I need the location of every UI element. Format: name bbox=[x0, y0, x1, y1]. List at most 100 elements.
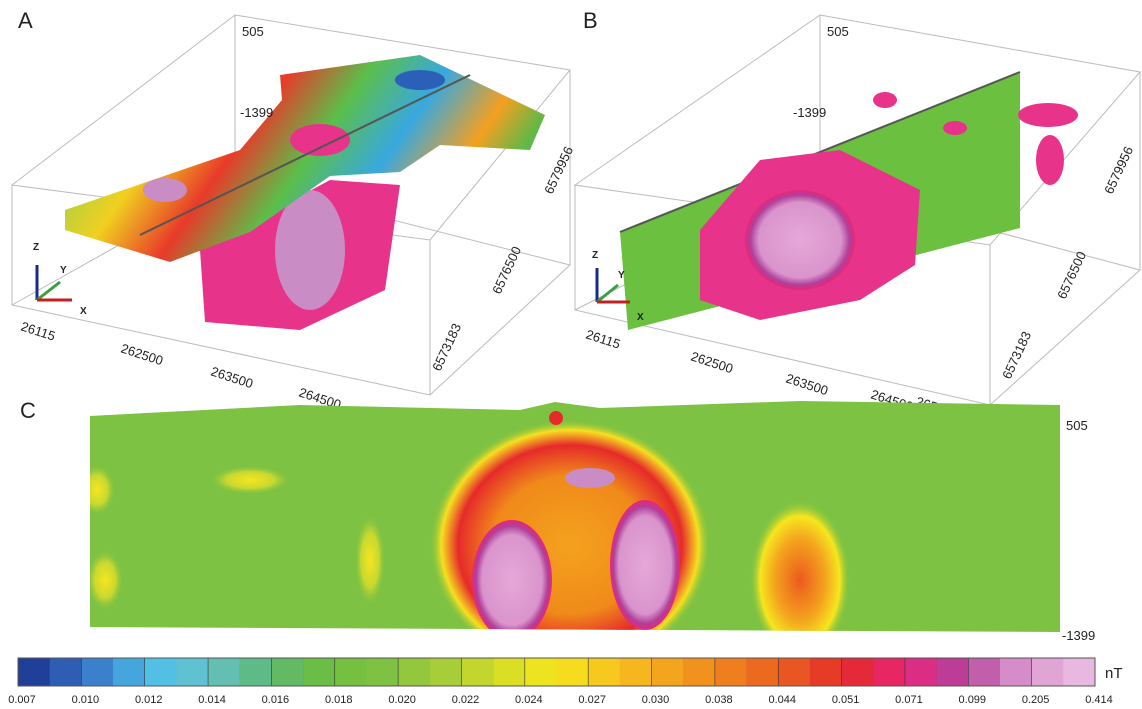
anomaly bbox=[355, 515, 385, 605]
y-tick-label: 6573183 bbox=[999, 329, 1034, 381]
colorbar-swatch bbox=[842, 658, 874, 686]
colorbar-swatch bbox=[588, 658, 620, 686]
colorbar-swatch bbox=[176, 658, 208, 686]
colorbar-swatch bbox=[493, 658, 525, 686]
blob bbox=[943, 121, 967, 135]
colorbar-swatch bbox=[525, 658, 557, 686]
colorbar-swatch bbox=[461, 658, 493, 686]
colorbar-label: 0.071 bbox=[895, 694, 923, 706]
panel-a: Z Y X A 505 -1399 2611526250026350026450… bbox=[12, 8, 576, 412]
z-label: -1399 bbox=[793, 105, 826, 120]
colorbar-swatch bbox=[620, 658, 652, 686]
panel-c: C 505 -1399 bbox=[20, 398, 1095, 670]
colorbar-swatch bbox=[18, 658, 50, 686]
panel-label: A bbox=[18, 8, 33, 33]
figure: Z Y X A 505 -1399 2611526250026350026450… bbox=[0, 0, 1142, 709]
anomaly bbox=[610, 500, 680, 630]
colorbar-label: 0.038 bbox=[705, 694, 733, 706]
colorbar-swatch bbox=[398, 658, 430, 686]
colorbar-swatch bbox=[557, 658, 589, 686]
axis-gizmo bbox=[37, 265, 72, 300]
colorbar-swatch bbox=[303, 658, 335, 686]
colorbar-swatch bbox=[113, 658, 145, 686]
colorbar-label: 0.020 bbox=[388, 694, 416, 706]
x-tick-label: 26115 bbox=[584, 327, 622, 352]
colorbar-swatch bbox=[747, 658, 779, 686]
axis-letter: Z bbox=[33, 242, 39, 253]
y-tick-label: 6576500 bbox=[1054, 249, 1089, 301]
blob bbox=[1018, 103, 1078, 127]
axis-letter: Y bbox=[60, 265, 67, 276]
y-tick-label: 6579956 bbox=[1101, 144, 1136, 196]
colorbar-label: 0.014 bbox=[198, 694, 226, 706]
colorbar-swatch bbox=[715, 658, 747, 686]
x-tick-label: 263500 bbox=[209, 364, 255, 392]
x-tick-label: 263500 bbox=[784, 371, 830, 399]
x-tick-label: 26115 bbox=[19, 319, 57, 344]
colorbar-label: 0.022 bbox=[452, 694, 480, 706]
colorbar-label: 0.007 bbox=[8, 694, 36, 706]
surface-blob bbox=[143, 178, 187, 202]
colorbar-swatch bbox=[968, 658, 1000, 686]
colorbar-swatch bbox=[1063, 658, 1095, 686]
y-tick-label: 6576500 bbox=[489, 244, 524, 296]
surface-blob bbox=[290, 124, 350, 156]
anomaly bbox=[79, 465, 115, 515]
x-tick-label: 262500 bbox=[689, 349, 735, 377]
colorbar-label: 0.024 bbox=[515, 694, 543, 706]
x-tick-label: 262500 bbox=[119, 341, 165, 369]
colorbar-unit: nT bbox=[1105, 665, 1123, 682]
colorbar-swatch bbox=[873, 658, 905, 686]
colorbar-label: 0.414 bbox=[1085, 694, 1113, 706]
axis-letter: Z bbox=[592, 250, 598, 261]
colorbar-label: 0.044 bbox=[768, 694, 796, 706]
y-arrow bbox=[597, 285, 618, 302]
blob bbox=[873, 92, 897, 108]
anomaly bbox=[565, 468, 615, 488]
colorbar-label: 0.205 bbox=[1022, 694, 1050, 706]
colorbar-swatch bbox=[778, 658, 810, 686]
colorbar-swatch bbox=[430, 658, 462, 686]
anomaly bbox=[750, 500, 850, 660]
colorbar-swatch bbox=[240, 658, 272, 686]
cliff-core bbox=[275, 190, 345, 310]
anomaly bbox=[472, 520, 552, 640]
colorbar-label: 0.012 bbox=[135, 694, 163, 706]
colorbar-swatch bbox=[366, 658, 398, 686]
colorbar-swatch bbox=[652, 658, 684, 686]
colorbar-swatch bbox=[335, 658, 367, 686]
colorbar-swatch bbox=[810, 658, 842, 686]
colorbar-swatch bbox=[208, 658, 240, 686]
axis-letter: X bbox=[637, 312, 644, 323]
y-tick-label: 6579956 bbox=[541, 144, 576, 196]
y-tick-label: 6573183 bbox=[429, 321, 464, 373]
anomaly bbox=[549, 411, 563, 425]
panel-b: Z Y X B 505 -1399 2611526250026350026450… bbox=[575, 8, 1140, 421]
colorbar-swatch bbox=[271, 658, 303, 686]
colorbar-label: 0.018 bbox=[325, 694, 353, 706]
colorbar-label: 0.051 bbox=[832, 694, 860, 706]
section bbox=[79, 398, 1062, 670]
z-label: 505 bbox=[242, 24, 264, 39]
anomaly bbox=[87, 550, 123, 610]
colorbar-label: 0.099 bbox=[959, 694, 987, 706]
z-label: -1399 bbox=[240, 105, 273, 120]
colorbar-swatch bbox=[145, 658, 177, 686]
panel-label: B bbox=[583, 8, 598, 33]
axis-letter: Y bbox=[618, 270, 625, 281]
anomaly bbox=[210, 466, 290, 494]
axis-letter: X bbox=[80, 306, 87, 317]
z-label: -1399 bbox=[1062, 628, 1095, 643]
panel-label: C bbox=[20, 398, 36, 423]
colorbar-swatch bbox=[683, 658, 715, 686]
z-label: 505 bbox=[827, 24, 849, 39]
colorbar-label: 0.027 bbox=[578, 694, 606, 706]
blob bbox=[1036, 135, 1064, 185]
colorbar-swatch bbox=[937, 658, 969, 686]
colorbar-swatch bbox=[81, 658, 113, 686]
anomaly-core bbox=[745, 190, 855, 290]
colorbar-swatch bbox=[50, 658, 82, 686]
z-label: 505 bbox=[1066, 418, 1088, 433]
colorbar-swatch bbox=[1000, 658, 1032, 686]
